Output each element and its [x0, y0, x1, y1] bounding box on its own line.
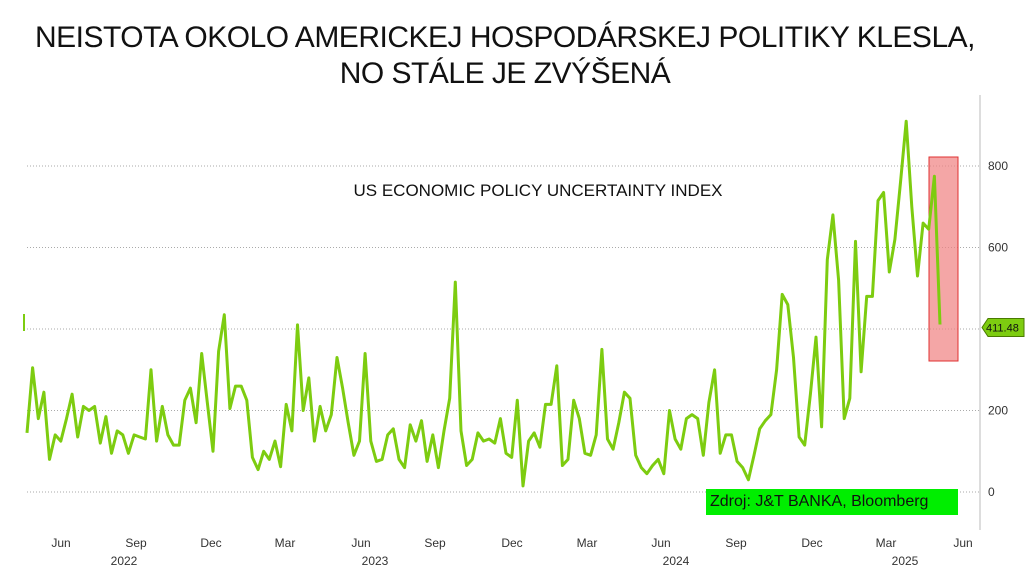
x-tick-label: Sep — [125, 536, 147, 550]
y-tick-label: 800 — [988, 159, 1008, 173]
last-value-label: 411.48 — [986, 323, 1019, 335]
x-year-label: 2025 — [892, 554, 919, 568]
last-value-tag — [981, 318, 1025, 338]
y-tick-label: 0 — [988, 485, 995, 499]
chart-title-line-1: NEISTOTA OKOLO AMERICKEJ HOSPODÁRSKEJ PO… — [35, 21, 975, 54]
x-year-label: 2022 — [111, 554, 138, 568]
y-tick-label: 600 — [988, 241, 1008, 255]
x-tick-label: Sep — [725, 536, 747, 550]
x-tick-label: Jun — [651, 536, 670, 550]
x-year-label: 2023 — [362, 554, 389, 568]
series-line — [25, 119, 942, 488]
y-tick-label: 200 — [988, 404, 1008, 418]
x-tick-label: Dec — [801, 536, 822, 550]
x-tick-label: Mar — [275, 536, 296, 550]
chart-title: NEISTOTA OKOLO AMERICKEJ HOSPODÁRSKEJ PO… — [0, 20, 1010, 92]
x-tick-label: Jun — [953, 536, 972, 550]
x-tick-label: Mar — [876, 536, 897, 550]
x-year-label: 2024 — [663, 554, 690, 568]
source-label: Zdroj: J&T BANKA, Bloomberg — [706, 489, 958, 515]
x-tick-label: Mar — [577, 536, 598, 550]
x-tick-label: Dec — [501, 536, 522, 550]
x-tick-label: Jun — [51, 536, 70, 550]
x-tick-label: Sep — [424, 536, 446, 550]
highlight-box — [928, 156, 959, 362]
x-tick-label: Jun — [351, 536, 370, 550]
x-tick-label: Dec — [200, 536, 221, 550]
chart-subtitle: US ECONOMIC POLICY UNCERTAINTY INDEX — [353, 181, 723, 200]
chart-title-line-2: NO STÁLE JE ZVÝŠENÁ — [339, 57, 671, 90]
